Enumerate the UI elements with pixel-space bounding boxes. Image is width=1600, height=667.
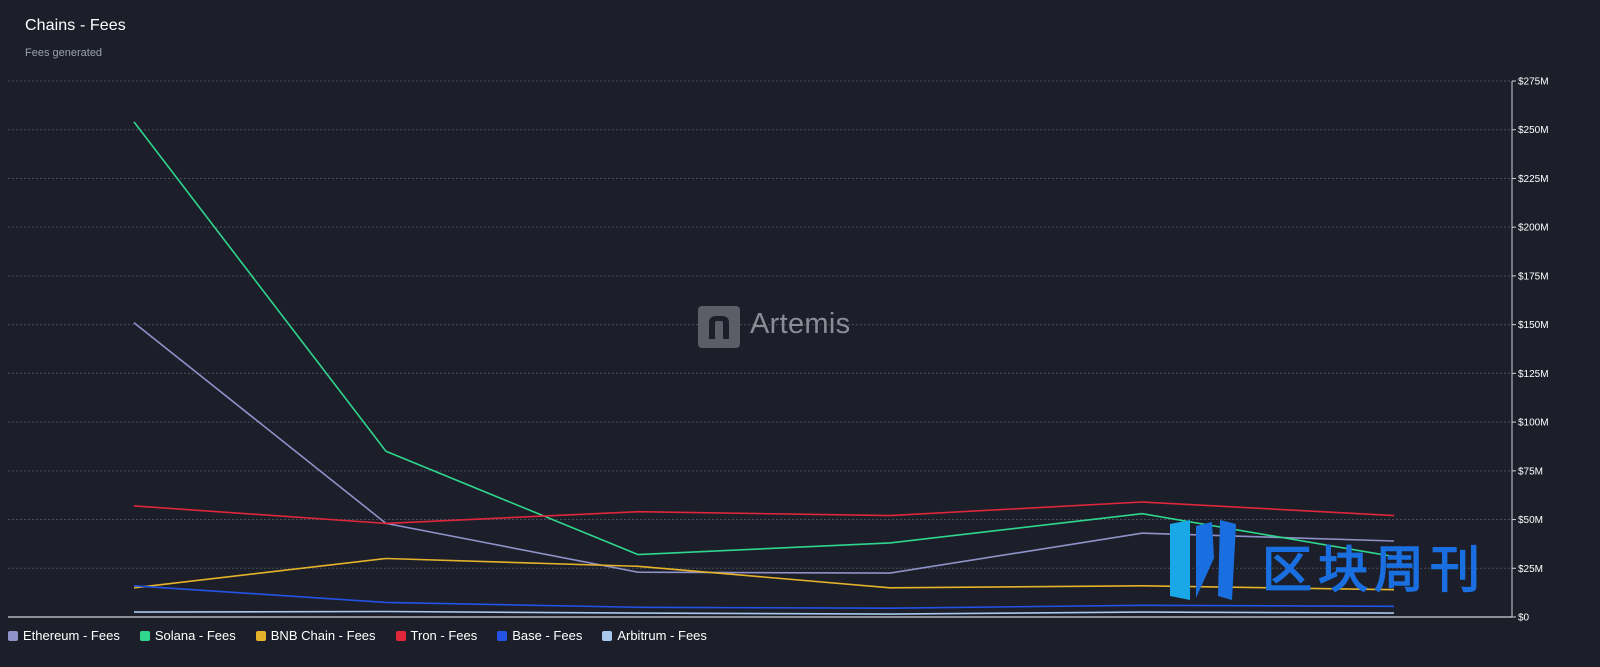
y-tick-label: $75M <box>1518 466 1543 477</box>
legend: Ethereum - Fees Solana - Fees BNB Chain - … <box>8 628 707 643</box>
legend-swatch <box>602 630 613 641</box>
series-line-arbitrum-fees[interactable] <box>133 610 1395 615</box>
legend-item[interactable]: BNB Chain - Fees <box>255 628 376 643</box>
series-line-tron-fees[interactable] <box>133 501 1395 525</box>
publication-watermark: 区块周刊 <box>1262 542 1486 598</box>
legend-label: BNB Chain - Fees <box>270 628 376 643</box>
legend-item[interactable]: Ethereum - Fees <box>8 628 120 643</box>
artemis-watermark: Artemis <box>750 308 851 340</box>
y-tick-label: $225M <box>1518 174 1549 185</box>
y-axis: $0 $25M $50M $75M $100M $125M $150M $175M $200M $… <box>1511 77 1549 624</box>
y-tick-label: $150M <box>1518 320 1549 331</box>
chart-title: Chains - Fees <box>25 17 126 34</box>
y-tick-label: $250M <box>1518 125 1549 136</box>
y-tick-label: $175M <box>1518 271 1549 282</box>
y-tick-label: $275M <box>1518 77 1549 88</box>
y-tick-label: $200M <box>1518 223 1549 234</box>
legend-label: Ethereum - Fees <box>23 628 120 643</box>
legend-label: Base - Fees <box>512 628 583 643</box>
artemis-logo-icon <box>698 306 740 348</box>
series-line-base-fees[interactable] <box>133 585 1395 610</box>
legend-item[interactable]: Arbitrum - Fees <box>602 628 707 643</box>
publication-logo-icon <box>1170 520 1236 600</box>
series-line-solana-fees[interactable] <box>133 121 1395 558</box>
y-tick-label: $125M <box>1518 369 1549 380</box>
gridlines <box>8 80 1512 618</box>
legend-swatch <box>395 630 406 641</box>
y-tick-label: $25M <box>1518 564 1543 575</box>
legend-swatch <box>255 630 266 641</box>
chart-subtitle: Fees generated <box>25 47 103 59</box>
legend-item[interactable]: Tron - Fees <box>395 628 478 643</box>
legend-label: Tron - Fees <box>410 628 478 643</box>
y-tick-label: $50M <box>1518 515 1543 526</box>
legend-swatch <box>497 630 508 641</box>
y-tick-label: $0 <box>1518 613 1530 624</box>
legend-swatch <box>139 630 150 641</box>
legend-item[interactable]: Base - Fees <box>497 628 582 643</box>
y-tick-label: $100M <box>1518 418 1549 429</box>
legend-label: Arbitrum - Fees <box>617 628 707 643</box>
legend-swatch <box>8 630 18 641</box>
legend-item[interactable]: Solana - Fees <box>139 628 236 643</box>
legend-label: Solana - Fees <box>154 628 236 643</box>
